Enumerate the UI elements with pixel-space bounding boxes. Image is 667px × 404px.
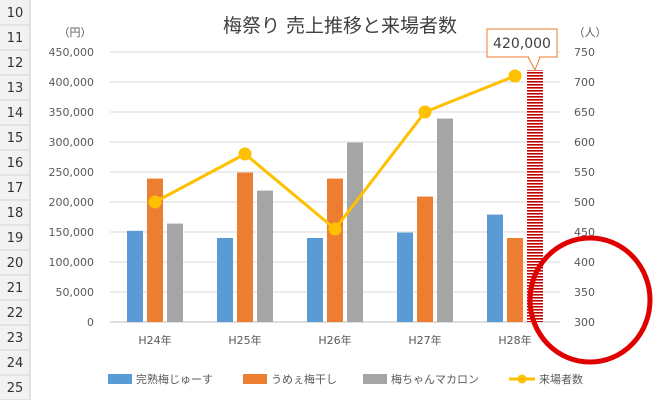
left-tick-label: 100,000: [49, 256, 95, 269]
bar: [417, 196, 433, 322]
row-number[interactable]: 14: [7, 106, 24, 121]
row-number[interactable]: 23: [7, 331, 24, 346]
visitors-point: [418, 105, 432, 119]
row-number[interactable]: 19: [7, 231, 24, 246]
left-tick-label: 200,000: [49, 196, 95, 209]
left-tick-label: 300,000: [49, 136, 95, 149]
row-number[interactable]: 25: [7, 381, 24, 396]
x-tick-label: H28年: [498, 333, 531, 347]
legend-label: 完熟梅じゅーす: [136, 372, 213, 386]
bar: [397, 232, 413, 322]
row-number[interactable]: 17: [7, 181, 24, 196]
visitors-line: [148, 69, 522, 236]
legend-label: 梅ちゃんマカロン: [391, 372, 479, 386]
right-tick-label: 350: [574, 286, 595, 299]
row-number[interactable]: 22: [7, 306, 24, 321]
right-tick-label: 650: [574, 106, 595, 119]
right-tick-label: 550: [574, 166, 595, 179]
row-number[interactable]: 20: [7, 256, 24, 271]
highlighted-bar: [527, 70, 543, 322]
row-number[interactable]: 18: [7, 206, 24, 221]
left-tick-label: 0: [87, 316, 94, 329]
right-tick-label: 700: [574, 76, 595, 89]
legend-swatch: [243, 374, 267, 384]
row-number[interactable]: 21: [7, 281, 24, 296]
right-tick-label: 300: [574, 316, 595, 329]
bar: [217, 238, 233, 322]
legend-label: 来場者数: [539, 373, 583, 386]
left-tick-label: 400,000: [49, 76, 95, 89]
x-tick-label: H25年: [228, 333, 261, 347]
callout-box: [486, 28, 558, 58]
row-number[interactable]: 15: [7, 131, 24, 146]
legend-swatch: [108, 374, 132, 384]
left-axis-unit: （円）: [59, 26, 92, 39]
right-tick-label: 400: [574, 256, 595, 269]
visitors-point: [508, 69, 522, 83]
row-header-column: 10 11 12 13 14 15 16 17 18 19 20 21 22 23 24 25: [0, 0, 31, 401]
row-number[interactable]: 11: [7, 31, 24, 46]
left-tick-label: 450,000: [49, 46, 95, 59]
bar: [127, 230, 143, 322]
red-annotation-circle: [527, 235, 653, 365]
right-axis-unit: （人）: [574, 26, 607, 39]
visitors-point: [238, 147, 252, 161]
value-callout: 420,000: [486, 28, 558, 72]
visitors-point: [148, 195, 162, 209]
legend: 完熟梅じゅーす うめぇ梅干し 梅ちゃんマカロン 来場者数: [108, 372, 583, 386]
legend-label: うめぇ梅干し: [271, 372, 337, 386]
left-tick-label: 150,000: [49, 226, 95, 239]
bar: [437, 118, 453, 322]
left-tick-label: 250,000: [49, 166, 95, 179]
bar: [507, 238, 523, 322]
left-tick-label: 350,000: [49, 106, 95, 119]
bar: [347, 142, 363, 322]
right-tick-label: 750: [574, 46, 595, 59]
legend-swatch: [363, 374, 387, 384]
bar: [327, 178, 343, 322]
row-number[interactable]: 10: [7, 6, 24, 21]
chart-title: 梅祭り 売上推移と来場者数: [223, 15, 457, 37]
row-number[interactable]: 16: [7, 156, 24, 171]
bar: [257, 190, 273, 322]
bar: [147, 178, 163, 322]
bar: [487, 214, 503, 322]
axes: 0 50,000 100,000 150,000 200,000 250,000 300,0…: [49, 46, 596, 347]
legend-marker: [517, 374, 527, 384]
right-tick-label: 500: [574, 196, 595, 209]
row-number[interactable]: 12: [7, 56, 24, 71]
callout-pointer: [527, 56, 541, 72]
left-tick-label: 50,000: [56, 286, 95, 299]
bar: [237, 172, 253, 322]
x-tick-label: H26年: [318, 333, 351, 347]
visitors-point: [328, 222, 342, 236]
bar: [307, 238, 323, 322]
right-tick-label: 600: [574, 136, 595, 149]
x-tick-label: H24年: [138, 333, 171, 347]
callout-value: 420,000: [493, 36, 551, 52]
row-number[interactable]: 13: [7, 81, 24, 96]
bars: [127, 70, 543, 322]
bar: [167, 223, 183, 322]
row-number[interactable]: 24: [7, 356, 24, 371]
x-tick-label: H27年: [408, 333, 441, 347]
